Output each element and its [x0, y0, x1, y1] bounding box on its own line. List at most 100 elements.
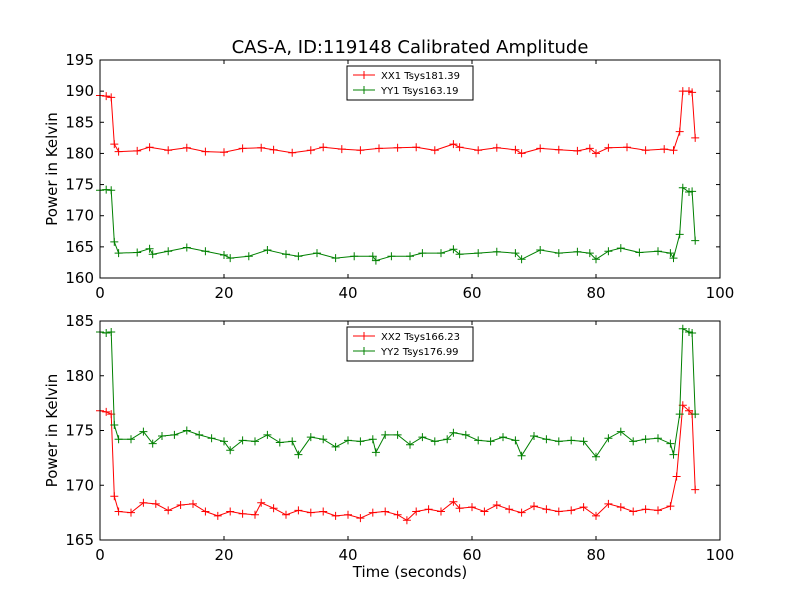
data-point-marker: [406, 252, 414, 261]
data-point-marker: [675, 410, 684, 419]
y-tick-label: 180: [65, 367, 94, 385]
data-point-marker: [616, 244, 625, 253]
y-tick-label: 185: [65, 312, 94, 330]
data-point-marker: [554, 437, 563, 446]
data-point-marker: [110, 237, 119, 246]
data-point-marker: [449, 428, 458, 437]
data-point-marker: [691, 133, 700, 142]
data-point-marker: [107, 93, 116, 102]
data-point-marker: [654, 506, 662, 515]
data-point-marker: [412, 507, 421, 516]
data-point-marker: [573, 146, 582, 155]
legend: XX1 Tsys181.39 YY1 Tsys163.19: [346, 65, 474, 101]
x-tick-label: 80: [586, 284, 605, 302]
data-point-marker: [604, 499, 613, 508]
data-point-marker: [319, 143, 328, 152]
data-point-marker: [282, 250, 290, 259]
data-point-marker: [585, 144, 594, 153]
data-point-marker: [313, 249, 321, 258]
data-point-marker: [641, 505, 650, 514]
data-point-marker: [669, 450, 678, 459]
data-point-marker: [306, 433, 315, 442]
data-point-marker: [511, 249, 520, 258]
legend-label: YY2 Tsys176.99: [380, 347, 459, 358]
data-point-marker: [331, 442, 340, 451]
data-point-marker: [691, 236, 700, 245]
data-point-marker: [688, 187, 697, 196]
data-point-marker: [127, 508, 135, 517]
axes-frame: [99, 59, 721, 279]
data-point-marker: [691, 485, 700, 494]
data-point-marker: [220, 251, 228, 259]
x-tick-label: 40: [338, 284, 357, 302]
data-point-marker: [170, 430, 179, 439]
data-point-marker: [468, 503, 476, 512]
x-tick-label: 100: [706, 546, 735, 564]
y-tick-label: 170: [65, 476, 94, 494]
data-point-marker: [294, 506, 303, 515]
data-point-marker: [102, 92, 111, 101]
data-point-marker: [110, 421, 119, 429]
data-point-marker: [319, 507, 328, 516]
legend-label: YY1 Tsys163.19: [380, 86, 459, 97]
data-point-marker: [164, 247, 173, 256]
data-point-marker: [107, 328, 116, 336]
data-point-marker: [554, 249, 563, 258]
legend-label: XX1 Tsys181.39: [381, 71, 460, 82]
data-point-marker: [238, 509, 247, 518]
data-point-marker: [604, 247, 613, 256]
data-point-marker: [393, 430, 402, 439]
data-point-marker: [158, 432, 166, 440]
data-point-marker: [356, 146, 365, 155]
legend-box: [346, 326, 474, 362]
data-point-marker: [368, 508, 377, 517]
data-point-marker: [629, 437, 638, 446]
y-tick-label: 185: [65, 113, 94, 131]
data-point-marker: [669, 254, 678, 263]
data-point-marker: [604, 434, 613, 443]
data-point-marker: [238, 144, 247, 153]
data-point-marker: [573, 247, 582, 256]
data-point-marker: [511, 145, 520, 154]
data-point-marker: [102, 329, 111, 337]
x-tick-label: 60: [462, 284, 481, 302]
data-point-marker: [148, 250, 157, 259]
data-point-marker: [226, 254, 235, 263]
data-point-marker: [288, 148, 297, 157]
data-point-marker: [554, 145, 563, 154]
data-point-marker: [133, 146, 142, 155]
data-point-marker: [443, 435, 452, 444]
legend-marker: [360, 347, 368, 355]
x-tick-label: 60: [462, 546, 481, 564]
data-point-marker: [461, 430, 470, 439]
data-point-marker: [517, 149, 526, 158]
data-point-marker: [344, 510, 352, 519]
data-point-marker: [579, 437, 588, 446]
data-point-marker: [368, 435, 377, 444]
data-point-marker: [616, 427, 625, 436]
data-point-marker: [536, 246, 545, 254]
data-point-marker: [474, 249, 483, 258]
data-point-marker: [592, 149, 600, 158]
y-tick-label: 175: [65, 422, 94, 440]
data-point-marker: [530, 502, 538, 511]
data-point-marker: [623, 143, 631, 152]
data-point-marker: [220, 437, 228, 446]
data-point-marker: [437, 507, 445, 516]
data-point-marker: [635, 248, 644, 257]
top-subplot: 0 20 40 60 80 100 160 165 170 175 180 185 190 195 Powe…: [43, 51, 734, 302]
data-point-marker: [678, 183, 687, 192]
data-point-marker: [486, 437, 495, 446]
data-point-marker: [604, 143, 613, 152]
y-tick-label: 160: [65, 269, 94, 287]
data-point-marker: [201, 247, 210, 256]
data-point-marker: [517, 255, 526, 264]
data-point-marker: [418, 433, 427, 442]
data-point-marker: [371, 256, 380, 265]
data-point-marker: [554, 507, 563, 516]
x-tick-label: 100: [706, 284, 735, 302]
data-point-marker: [616, 503, 625, 512]
series-2: [96, 183, 700, 265]
data-point-marker: [263, 246, 272, 254]
data-point-marker: [517, 508, 526, 517]
